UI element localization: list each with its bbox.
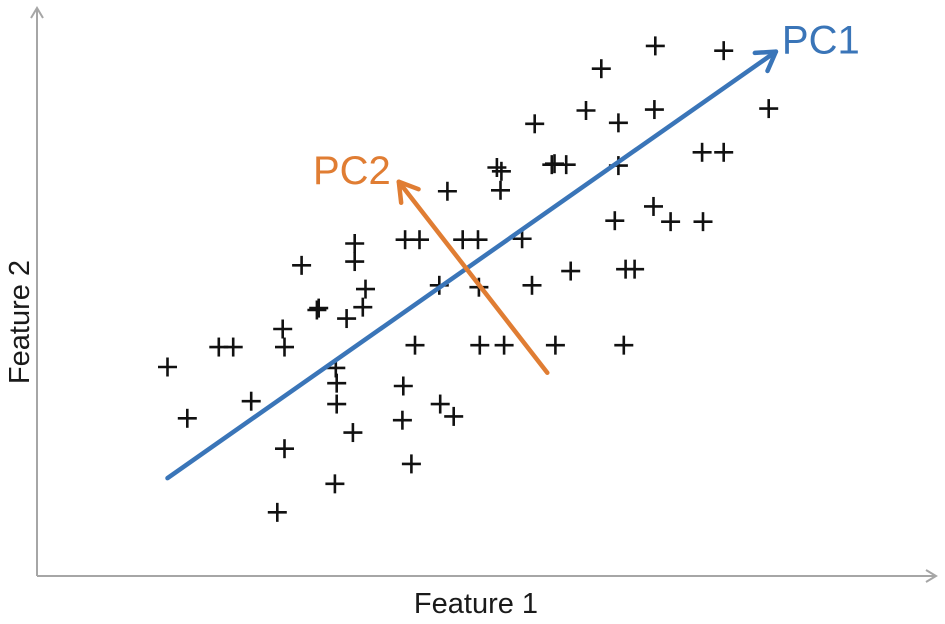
data-point [401,454,421,474]
data-point [556,155,576,175]
data-point [561,261,581,281]
data-point [491,180,510,200]
pc2-label: PC2 [313,149,391,193]
data-point [292,255,312,275]
data-point [625,259,645,279]
data-point [576,101,596,120]
data-point [491,161,511,181]
data-point [393,376,413,396]
data-point [327,394,347,414]
data-point [444,406,464,426]
data-point [410,230,429,250]
data-point [522,275,542,295]
pc2-arrow [396,179,550,375]
data-point [644,100,664,120]
data-point [645,36,665,56]
principal-component-vectors: PC1 PC2 [165,19,860,481]
data-point [525,114,545,134]
pc1-arrow [165,49,779,481]
data-point [177,408,197,428]
data-point [325,474,345,494]
data-point [644,196,663,216]
data-point [356,279,375,299]
data-point [512,229,532,249]
data-point [591,59,611,79]
data-point [714,142,734,162]
data-point [273,319,293,339]
data-point [275,337,294,357]
y-axis-label: Feature 2 [4,260,36,384]
data-point [430,394,450,414]
data-point [470,335,490,355]
data-point [661,212,681,232]
data-points [158,36,779,522]
data-point [692,142,712,162]
data-point [392,410,412,430]
data-point [327,373,347,393]
data-point [468,230,488,250]
data-point [608,113,628,133]
data-point [345,252,365,272]
data-point [437,181,457,201]
data-point [307,300,327,320]
data-point [158,357,177,377]
data-point [267,502,287,522]
data-point [405,335,425,355]
data-point [353,297,373,317]
x-axis-label: Feature 1 [414,588,538,619]
data-point [494,335,514,355]
data-point [337,309,357,329]
pc1-label: PC1 [782,19,860,63]
data-point [487,158,507,177]
data-point [275,439,294,459]
data-point [343,423,363,443]
data-point [614,335,634,355]
data-point [693,212,713,232]
data-point [223,337,243,357]
data-point [545,335,565,355]
data-point [714,41,734,61]
data-point [241,391,261,411]
data-point [605,211,625,231]
data-point [309,298,329,318]
data-point [759,99,779,119]
data-point [345,234,365,253]
